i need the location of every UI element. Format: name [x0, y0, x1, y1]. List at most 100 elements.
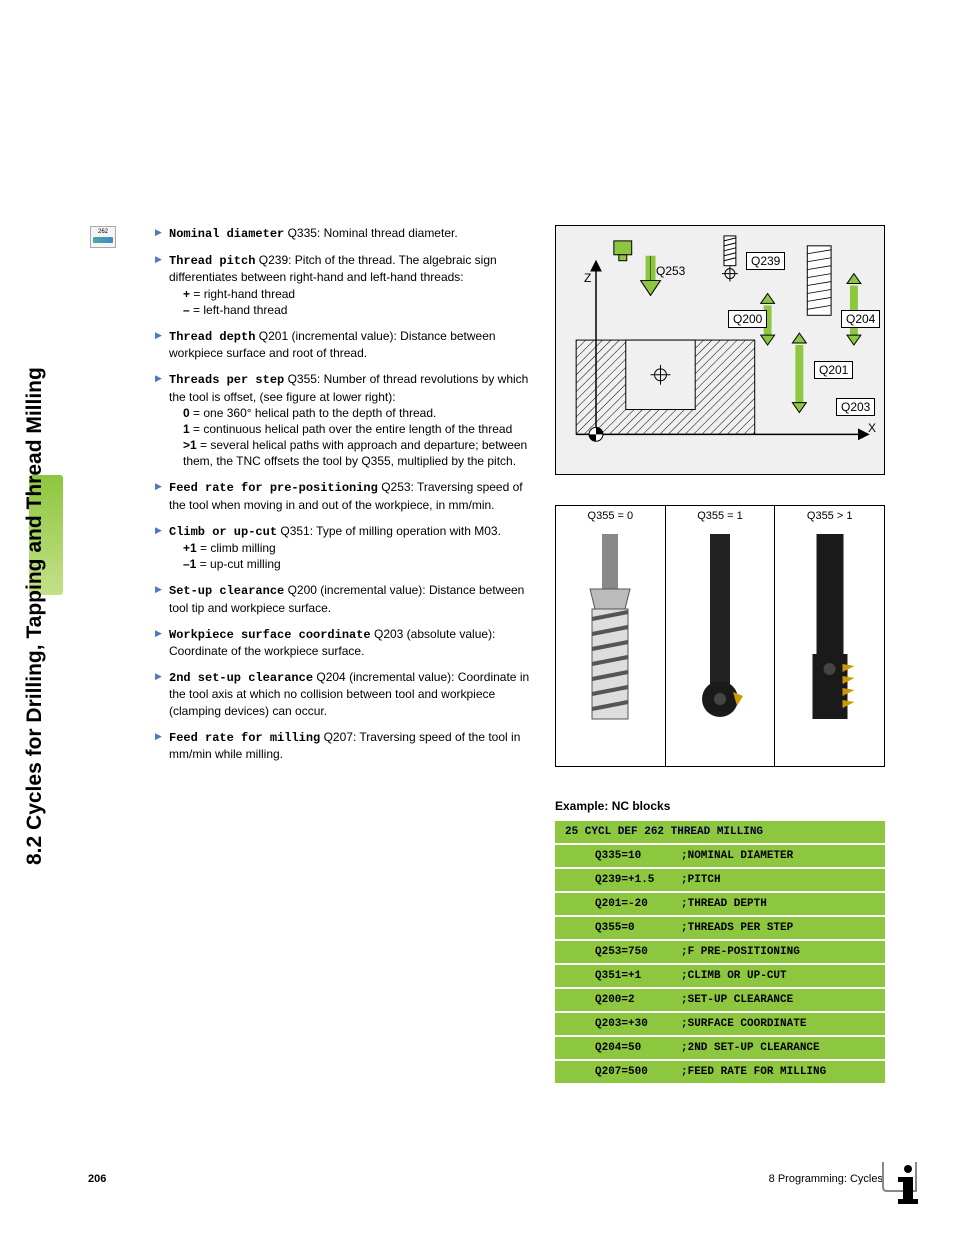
q253-label: Q253 [656, 264, 685, 278]
param-title: Thread depth [169, 330, 255, 344]
param-item: Feed rate for milling Q207: Traversing s… [155, 729, 540, 762]
nc-row: Q239=+1.5;PITCH [555, 868, 885, 892]
param-title: Set-up clearance [169, 584, 284, 598]
nc-blank [555, 940, 589, 964]
param-code: Q201 [259, 329, 288, 343]
param-code: Q203 [374, 627, 403, 641]
param-code: Q204 [316, 670, 345, 684]
thread-diagram: Z X Q253 Q239 Q200 Q204 Q201 Q203 [555, 225, 885, 475]
right-column: Z X Q253 Q239 Q200 Q204 Q201 Q203 Q355 =… [555, 225, 885, 1085]
param-sub: –1 = up-cut milling [169, 556, 540, 572]
example-title: Example: NC blocks [555, 799, 885, 813]
tool-comparison-panel: Q355 = 0 Q355 = 1 Q355 > 1 [555, 505, 885, 767]
page-footer: 206 8 Programming: Cycles [88, 1173, 883, 1185]
tool-header-2: Q355 > 1 [775, 506, 884, 526]
param-code: Q200 [288, 583, 317, 597]
nc-row: Q253=750;F PRE-POSITIONING [555, 940, 885, 964]
param-item: Set-up clearance Q200 (incremental value… [155, 582, 540, 615]
nc-blank [555, 916, 589, 940]
sidebar-tab: 8.2 Cycles for Drilling, Tapping and Thr… [29, 225, 65, 865]
q201-label: Q201 [814, 361, 853, 379]
param-title: Climb or up-cut [169, 525, 277, 539]
param-desc: : Type of milling operation with M03. [310, 524, 501, 538]
tool-cell-0 [556, 526, 666, 766]
nc-row: Q207=500;FEED RATE FOR MILLING [555, 1060, 885, 1084]
param-title: Threads per step [169, 373, 284, 387]
axis-z-label: Z [584, 271, 591, 285]
cycle-icon: 262 [90, 226, 116, 248]
param-title: 2nd set-up clearance [169, 671, 313, 685]
tool-single-thread-icon [695, 534, 745, 724]
axis-x-label: X [868, 421, 876, 435]
q204-label: Q204 [841, 310, 880, 328]
nc-blank [555, 1036, 589, 1060]
param-sub: 1 = continuous helical path over the ent… [169, 421, 540, 437]
param-code: Q355 [288, 372, 317, 386]
nc-block-table: 25 CYCL DEF 262 THREAD MILLINGQ335=10;NO… [555, 821, 885, 1085]
param-title: Nominal diameter [169, 227, 284, 241]
param-sub: – = left-hand thread [169, 302, 540, 318]
param-sub: >1 = several helical paths with approach… [169, 437, 540, 469]
tool-tap-icon [580, 534, 640, 724]
sidebar-title: 8.2 Cycles for Drilling, Tapping and Thr… [23, 367, 47, 865]
chapter-label: 8 Programming: Cycles [769, 1173, 883, 1185]
param-title: Feed rate for milling [169, 731, 320, 745]
nc-header-row: 25 CYCL DEF 262 THREAD MILLING [555, 821, 885, 844]
param-code: Q239 [259, 253, 288, 267]
nc-param: Q351=+1 [589, 964, 675, 988]
tool-header-1: Q355 = 1 [666, 506, 776, 526]
nc-comment: ;PITCH [675, 868, 885, 892]
nc-row: Q351=+1;CLIMB OR UP-CUT [555, 964, 885, 988]
param-item: Feed rate for pre-positioning Q253: Trav… [155, 479, 540, 512]
param-item: Threads per step Q355: Number of thread … [155, 371, 540, 469]
page-number: 206 [88, 1173, 106, 1185]
nc-blank [555, 1060, 589, 1084]
param-code: Q207 [324, 730, 353, 744]
param-sub: +1 = climb milling [169, 540, 540, 556]
tool-header-row: Q355 = 0 Q355 = 1 Q355 > 1 [556, 506, 884, 526]
tool-cell-1 [666, 526, 776, 766]
nc-param: Q239=+1.5 [589, 868, 675, 892]
nc-comment: ;SURFACE COORDINATE [675, 1012, 885, 1036]
nc-param: Q203=+30 [589, 1012, 675, 1036]
nc-comment: ;FEED RATE FOR MILLING [675, 1060, 885, 1084]
nc-row: Q355=0;THREADS PER STEP [555, 916, 885, 940]
nc-header-cell: 25 CYCL DEF 262 THREAD MILLING [555, 821, 885, 844]
nc-param: Q253=750 [589, 940, 675, 964]
nc-comment: ;F PRE-POSITIONING [675, 940, 885, 964]
nc-row: Q203=+30;SURFACE COORDINATE [555, 1012, 885, 1036]
param-code: Q253 [381, 480, 410, 494]
nc-comment: ;2ND SET-UP CLEARANCE [675, 1036, 885, 1060]
nc-param: Q204=50 [589, 1036, 675, 1060]
nc-blank [555, 1012, 589, 1036]
param-code: Q335 [288, 226, 317, 240]
nc-row: Q200=2;SET-UP CLEARANCE [555, 988, 885, 1012]
param-sub: + = right-hand thread [169, 286, 540, 302]
nc-comment: ;THREADS PER STEP [675, 916, 885, 940]
cycle-icon-code: 262 [98, 229, 108, 235]
nc-param: Q355=0 [589, 916, 675, 940]
param-title: Workpiece surface coordinate [169, 628, 371, 642]
nc-row: Q204=50;2ND SET-UP CLEARANCE [555, 1036, 885, 1060]
tool-multi-thread-icon [802, 534, 857, 724]
nc-param: Q335=10 [589, 844, 675, 868]
param-item: Climb or up-cut Q351: Type of milling op… [155, 523, 540, 573]
nc-blank [555, 892, 589, 916]
q239-label: Q239 [746, 252, 785, 270]
nc-param: Q201=-20 [589, 892, 675, 916]
info-icon [878, 1157, 926, 1205]
tool-cell-2 [775, 526, 884, 766]
nc-param: Q200=2 [589, 988, 675, 1012]
param-sub: 0 = one 360° helical path to the depth o… [169, 405, 540, 421]
param-item: Workpiece surface coordinate Q203 (absol… [155, 626, 540, 659]
nc-blank [555, 988, 589, 1012]
nc-blank [555, 844, 589, 868]
param-title: Feed rate for pre-positioning [169, 481, 378, 495]
nc-blank [555, 868, 589, 892]
param-title: Thread pitch [169, 254, 255, 268]
nc-comment: ;CLIMB OR UP-CUT [675, 964, 885, 988]
nc-row: Q335=10;NOMINAL DIAMETER [555, 844, 885, 868]
param-desc: : Nominal thread diameter. [317, 226, 458, 240]
param-item: Thread depth Q201 (incremental value): D… [155, 328, 540, 361]
nc-comment: ;THREAD DEPTH [675, 892, 885, 916]
